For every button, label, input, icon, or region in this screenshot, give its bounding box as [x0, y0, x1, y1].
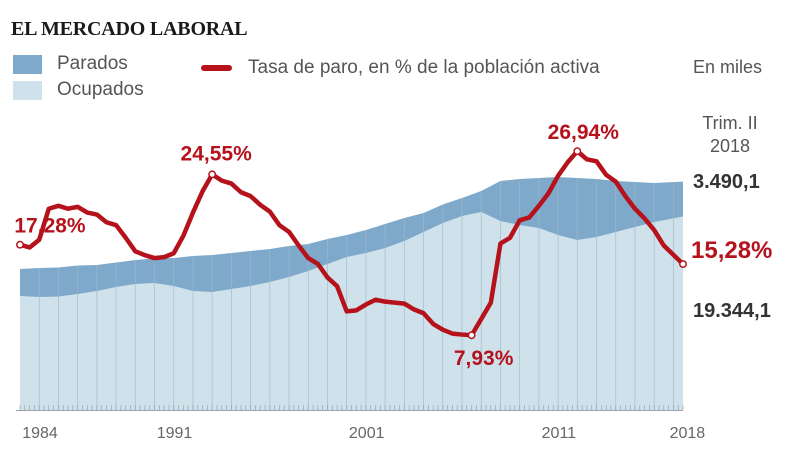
period-label: Trim. II 2018 — [690, 112, 770, 158]
x-tick-label: 2001 — [349, 425, 385, 442]
annotation-marker — [16, 240, 24, 249]
units-label: En miles — [693, 57, 763, 77]
annotation-marker — [573, 147, 582, 156]
annotation-layer: 17,28% 24,55% 7,93% 26,94% — [14, 121, 687, 370]
legend-tasa: Tasa de paro, en % de la población activ… — [201, 57, 600, 79]
annotation-marker — [679, 260, 687, 269]
x-tick-label: 2011 — [542, 425, 577, 442]
legend-ocupados: Ocupados — [13, 79, 144, 101]
legend-ocupados-label: Ocupados — [57, 79, 144, 100]
period-line2: 2018 — [709, 136, 751, 156]
legend-parados-label: Parados — [57, 53, 128, 74]
legend-tasa-label: Tasa de paro, en % de la población activ… — [248, 57, 600, 78]
x-tick-label: 2018 — [670, 425, 706, 442]
annotation-label: 17,28% — [14, 215, 86, 238]
period-line1: Trim. II — [702, 113, 758, 133]
parados-last-value: 3.490,1 — [693, 171, 760, 193]
x-tick-label: 1984 — [22, 425, 58, 442]
x-tick-label: 1991 — [157, 425, 193, 442]
tasa-line — [17, 148, 686, 338]
annotation-marker — [467, 331, 476, 340]
x-axis: 1984 1991 2001 2011 2018 — [16, 405, 705, 442]
chart-title: EL MERCADO LABORAL — [11, 18, 248, 40]
tasa-last-value: 15,28% — [691, 237, 773, 264]
legend-parados: Parados — [13, 53, 128, 75]
ocupados-swatch-icon — [13, 80, 42, 100]
parados-swatch-icon — [13, 54, 42, 74]
rate-layer — [17, 148, 686, 338]
area-layer — [20, 177, 683, 410]
annotation-marker — [208, 170, 217, 179]
annotation-label: 24,55% — [181, 142, 253, 165]
tasa-line-swatch-icon — [201, 65, 232, 71]
annotation-label: 26,94% — [548, 121, 620, 144]
annotation-label: 7,93% — [454, 347, 514, 370]
ocupados-last-value: 19.344,1 — [693, 300, 771, 322]
